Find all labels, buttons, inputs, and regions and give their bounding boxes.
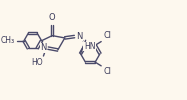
Text: CH₃: CH₃ [1,36,15,45]
Text: Cl: Cl [103,32,111,40]
Text: HN: HN [84,42,95,51]
Text: HO: HO [31,58,43,67]
Text: Cl: Cl [103,67,111,76]
Text: N: N [40,43,46,52]
Text: N: N [76,32,82,41]
Text: O: O [49,13,56,22]
